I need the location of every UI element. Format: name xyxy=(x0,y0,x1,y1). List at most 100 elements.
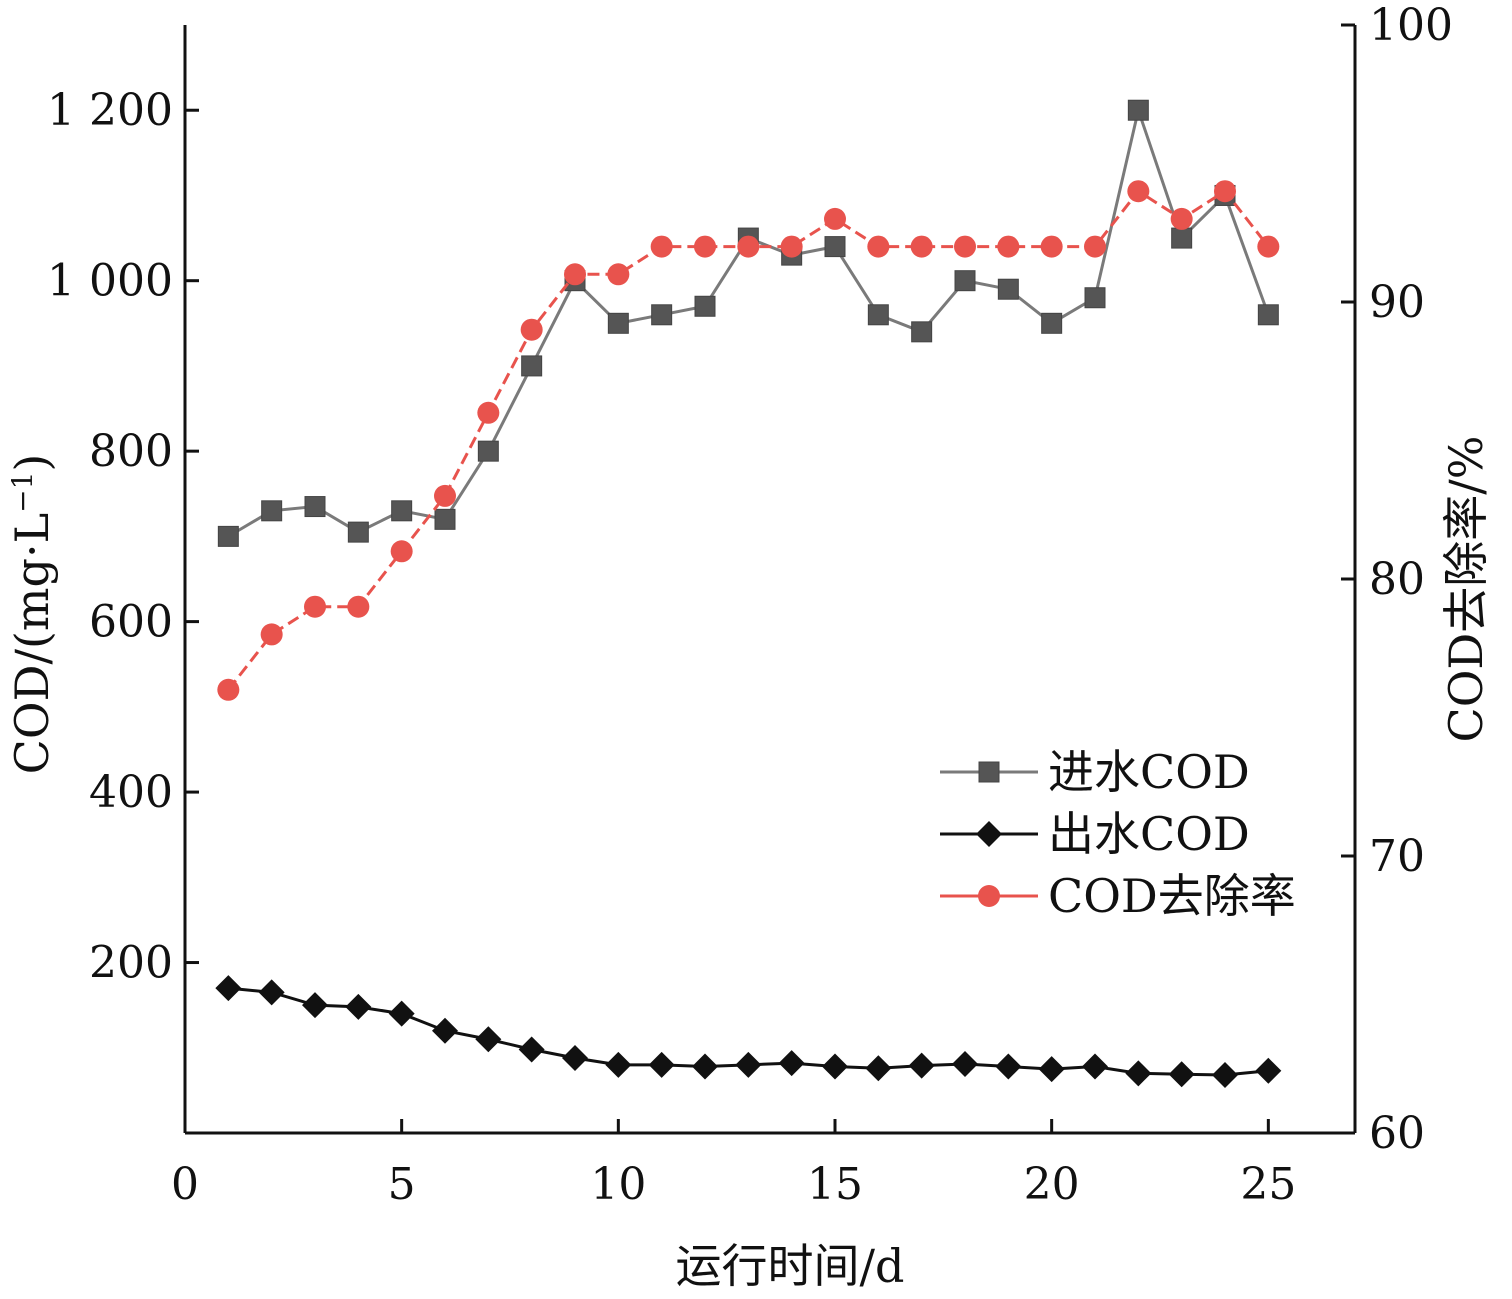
legend-marker-1 xyxy=(978,761,1000,783)
series-2-point-24 xyxy=(1212,1062,1238,1089)
series-1-point-11 xyxy=(651,304,673,326)
y-right-tick-label-80: 80 xyxy=(1369,554,1425,605)
series-1-point-7 xyxy=(477,440,499,462)
series-2-point-21 xyxy=(1082,1053,1108,1080)
x-tick-label-0: 0 xyxy=(171,1159,199,1210)
series-1-point-16 xyxy=(867,304,889,326)
y-right-tick-label-100: 100 xyxy=(1369,0,1453,51)
legend-label-2: 出水COD xyxy=(1048,807,1250,861)
series-3-point-6 xyxy=(434,484,456,507)
series-1-point-23 xyxy=(1171,227,1193,249)
series-3-point-14 xyxy=(780,235,803,258)
y-right-tick-label-90: 90 xyxy=(1369,277,1425,328)
series-2-point-2 xyxy=(258,979,285,1006)
series-1-point-10 xyxy=(607,312,629,334)
series-1-point-12 xyxy=(694,295,716,317)
y-axis-left-title: COD/(mg·L−1) xyxy=(5,454,59,775)
series-1-point-6 xyxy=(434,508,456,530)
y-axis-left-title-main: COD/(mg·L xyxy=(5,513,59,774)
x-tick-label-5: 5 xyxy=(388,1159,416,1210)
x-tick-label-10: 10 xyxy=(590,1159,646,1210)
series-2-point-9 xyxy=(562,1044,588,1071)
y-right-tick-label-60: 60 xyxy=(1369,1108,1425,1159)
series-2-point-16 xyxy=(865,1055,892,1082)
series-3-point-15 xyxy=(824,207,846,230)
series-2-point-5 xyxy=(388,1000,415,1027)
series-2-point-6 xyxy=(432,1017,458,1044)
series-2-point-7 xyxy=(475,1026,502,1053)
series-1-point-22 xyxy=(1127,99,1149,121)
series-3-point-1 xyxy=(217,678,240,701)
y-left-tick-label-1000: 1 000 xyxy=(47,256,173,307)
axes xyxy=(183,25,1357,1135)
legend: 进水COD 出水COD COD去除率 xyxy=(940,745,1296,923)
series-2-point-17 xyxy=(908,1052,935,1079)
series-2-point-20 xyxy=(1038,1056,1065,1083)
series-2 xyxy=(215,975,1282,1089)
ticks: 0 5 10 15 20 25 200 400 600 800 1 000 1 200 60 70 80 90… xyxy=(47,0,1453,1210)
legend-entry-2: 出水COD xyxy=(940,807,1250,861)
series-3-point-25 xyxy=(1257,235,1280,258)
series-3-line xyxy=(227,189,1270,691)
series-3-point-22 xyxy=(1127,180,1150,203)
y-left-tick-label-600: 600 xyxy=(89,597,173,648)
series-2-point-22 xyxy=(1125,1060,1152,1087)
series-2-point-12 xyxy=(692,1053,718,1080)
series-1-point-4 xyxy=(347,521,369,543)
series-3-point-4 xyxy=(347,595,370,618)
series-3 xyxy=(217,180,1280,701)
legend-label-3: COD去除率 xyxy=(1048,869,1296,923)
y-left-tick-label-800: 800 xyxy=(89,426,173,477)
series-3-point-20 xyxy=(1040,235,1063,258)
series-3-point-13 xyxy=(737,235,760,258)
series-3-point-18 xyxy=(954,235,976,258)
legend-marker-3 xyxy=(978,885,1000,907)
series-3-point-24 xyxy=(1214,180,1236,203)
y-right-tick-label-70: 70 xyxy=(1369,831,1425,882)
x-axis-title: 运行时间/d xyxy=(676,1239,905,1293)
series-3-point-9 xyxy=(564,263,586,286)
series-2-point-3 xyxy=(302,992,328,1019)
series-2-point-14 xyxy=(778,1050,805,1077)
series-1-point-21 xyxy=(1084,287,1106,309)
series-1-point-2 xyxy=(261,500,283,522)
series-2-point-25 xyxy=(1255,1057,1282,1084)
series-1-point-8 xyxy=(521,355,543,377)
series-3-point-5 xyxy=(390,540,413,563)
series-3-point-7 xyxy=(477,401,500,424)
series-1-point-19 xyxy=(997,278,1019,300)
series-2-point-23 xyxy=(1168,1061,1195,1088)
y-left-tick-label-1200: 1 200 xyxy=(47,85,173,136)
series-3-point-17 xyxy=(910,235,933,258)
series-1-point-17 xyxy=(911,321,933,343)
series-1-line xyxy=(227,104,1270,538)
x-tick-label-25: 25 xyxy=(1240,1159,1296,1210)
series-1-point-20 xyxy=(1041,312,1063,334)
series-1-point-18 xyxy=(954,270,976,292)
series-3-point-11 xyxy=(650,235,673,258)
series-2-point-15 xyxy=(822,1053,848,1080)
series-1-point-15 xyxy=(824,236,846,258)
y-left-tick-label-200: 200 xyxy=(89,938,173,989)
series-1-point-1 xyxy=(217,525,239,547)
series-2-point-1 xyxy=(215,975,242,1002)
x-tick-label-15: 15 xyxy=(807,1159,863,1210)
series-1-point-5 xyxy=(391,500,413,522)
series-3-point-3 xyxy=(304,595,326,618)
series-2-point-10 xyxy=(605,1051,632,1078)
series-2-point-18 xyxy=(952,1050,978,1077)
series-3-point-23 xyxy=(1170,207,1193,230)
x-tick-label-20: 20 xyxy=(1024,1159,1080,1210)
series-2-point-13 xyxy=(735,1051,762,1078)
series-layer xyxy=(215,99,1282,1089)
legend-marker-2 xyxy=(976,821,1002,847)
series-1-point-3 xyxy=(304,496,326,518)
series-2-point-4 xyxy=(345,993,372,1020)
series-1-point-25 xyxy=(1257,304,1279,326)
series-3-point-16 xyxy=(867,235,890,258)
series-3-point-2 xyxy=(260,623,283,646)
series-2-point-11 xyxy=(648,1051,675,1078)
y-axis-left-title-sup: −1 xyxy=(6,472,39,513)
y-axis-left-title-close: ) xyxy=(5,454,59,472)
